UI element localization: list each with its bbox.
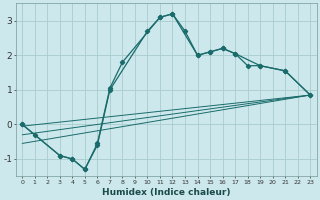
X-axis label: Humidex (Indice chaleur): Humidex (Indice chaleur) (102, 188, 230, 197)
